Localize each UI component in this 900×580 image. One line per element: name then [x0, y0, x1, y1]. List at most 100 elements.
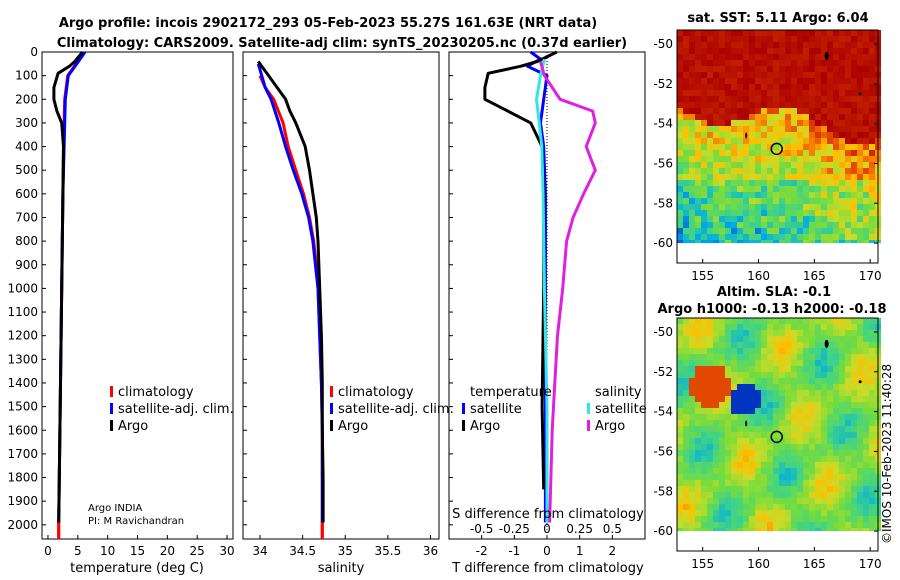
map-cell — [737, 180, 743, 186]
map-cell — [785, 330, 791, 336]
map-cell — [737, 522, 743, 528]
map-cell — [725, 108, 731, 114]
map-cell — [809, 492, 815, 498]
map-cell — [695, 414, 701, 420]
map-cell — [779, 402, 785, 408]
map-cell — [683, 48, 689, 54]
map-cell — [695, 210, 701, 216]
map-cell — [803, 96, 809, 102]
map-cell — [851, 30, 857, 36]
map-cell — [707, 84, 713, 90]
map-cell — [683, 198, 689, 204]
map-cell — [869, 132, 875, 138]
map-cell — [737, 366, 743, 372]
map-cell — [695, 444, 701, 450]
map-cell — [743, 102, 749, 108]
map-cell — [761, 54, 767, 60]
map-cell — [851, 144, 857, 150]
map-cell — [689, 450, 695, 456]
map-cell — [767, 492, 773, 498]
map-cell — [683, 228, 689, 234]
map-cell — [725, 180, 731, 186]
map-cell — [857, 84, 863, 90]
map-cell — [695, 480, 701, 486]
map-cell — [827, 318, 833, 324]
map-cell — [809, 96, 815, 102]
map-cell — [803, 114, 809, 120]
map-cell — [725, 498, 731, 504]
map-cell — [749, 36, 755, 42]
map-cell — [725, 126, 731, 132]
map-cell — [869, 234, 875, 240]
map-cell — [689, 462, 695, 468]
map-cell — [761, 36, 767, 42]
map-cell — [773, 372, 779, 378]
map-cell — [743, 348, 749, 354]
map-cell — [707, 54, 713, 60]
map-cell — [707, 402, 713, 408]
map-cell — [731, 426, 737, 432]
map-cell — [743, 474, 749, 480]
depth-tick-label: 1300 — [7, 352, 38, 366]
map-cell — [785, 96, 791, 102]
map-cell — [839, 150, 845, 156]
map-cell — [785, 60, 791, 66]
map-cell — [677, 132, 683, 138]
map-cell — [815, 144, 821, 150]
map-cell — [851, 318, 857, 324]
map-cell — [719, 132, 725, 138]
map-cell — [815, 96, 821, 102]
sla-map: 155 160 165 170-50-52-54-56-58-60 — [653, 318, 882, 571]
map-cell — [689, 216, 695, 222]
map-cell — [683, 372, 689, 378]
map-cell — [683, 156, 689, 162]
map-cell — [815, 480, 821, 486]
map-cell — [713, 228, 719, 234]
map-cell — [737, 498, 743, 504]
map-cell — [827, 492, 833, 498]
map-cell — [737, 174, 743, 180]
map-cell — [749, 522, 755, 528]
map-cell — [845, 228, 851, 234]
map-cell — [695, 204, 701, 210]
map-cell — [773, 444, 779, 450]
map-cell — [803, 390, 809, 396]
map-cell — [713, 474, 719, 480]
x-tick-label: 5 — [74, 544, 82, 558]
map-cell — [725, 468, 731, 474]
map-cell — [701, 420, 707, 426]
map-cell — [779, 108, 785, 114]
map-cell — [809, 516, 815, 522]
map-cell — [779, 522, 785, 528]
map-cell — [707, 48, 713, 54]
map-cell — [755, 144, 761, 150]
map-cell — [731, 420, 737, 426]
map-cell — [851, 36, 857, 42]
map-cell — [767, 360, 773, 366]
map-cell — [779, 516, 785, 522]
map-cell — [851, 132, 857, 138]
map-cell — [683, 204, 689, 210]
map-cell — [773, 48, 779, 54]
map-cell — [719, 462, 725, 468]
map-cell — [797, 402, 803, 408]
map-cell — [773, 54, 779, 60]
map-cell — [767, 66, 773, 72]
map-cell — [863, 342, 869, 348]
map-cell — [839, 450, 845, 456]
map-cell — [833, 342, 839, 348]
map-cell — [743, 498, 749, 504]
map-cell — [815, 78, 821, 84]
map-cell — [833, 504, 839, 510]
map-cell — [815, 216, 821, 222]
map-cell — [791, 432, 797, 438]
map-cell — [797, 138, 803, 144]
map-cell — [815, 168, 821, 174]
map-cell — [707, 90, 713, 96]
map-cell — [869, 318, 875, 324]
map-cell — [719, 198, 725, 204]
map-cell — [701, 150, 707, 156]
map-cell — [683, 360, 689, 366]
map-cell — [773, 180, 779, 186]
map-cell — [713, 492, 719, 498]
